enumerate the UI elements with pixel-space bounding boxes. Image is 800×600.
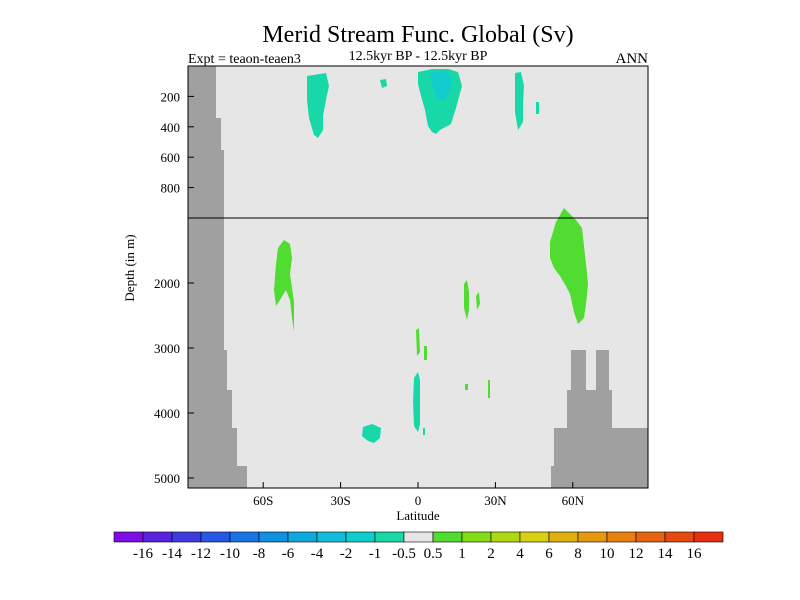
colorbar-label: -8: [253, 546, 266, 562]
colorbar-label: -0.5: [392, 546, 416, 562]
colorbar-label: -1: [369, 546, 382, 562]
colorbar-swatch: [345, 531, 376, 543]
region-deep-equator: [413, 372, 420, 432]
y-tick-label: 3000: [154, 341, 180, 356]
colorbar-swatch: [200, 531, 231, 543]
season-label: ANN: [616, 51, 649, 67]
colorbar-swatch: [606, 531, 637, 543]
colorbar-label: -14: [162, 546, 182, 562]
colorbar-swatch: [693, 531, 724, 543]
colorbar-label: 10: [600, 546, 615, 562]
colorbar-label: 4: [516, 546, 524, 562]
region-mid-55s: [274, 240, 294, 332]
region-deep-18n: [465, 384, 468, 390]
land-mask-south: [188, 66, 247, 488]
region-mid-22n: [476, 292, 480, 310]
x-ticks: 60S 30S 0 30N 60N: [253, 482, 585, 508]
region-upper-equator-core: [430, 71, 452, 101]
region-mid-60n: [550, 208, 588, 324]
x-axis: 60S 30S 0 30N 60N Latitude: [253, 482, 585, 523]
colorbar-swatch: [519, 531, 550, 543]
colorbar-swatch: [490, 531, 521, 543]
colorbar-swatch: [548, 531, 579, 543]
y-axis-label: Depth (in m): [122, 234, 137, 301]
x-tick-label: 60N: [562, 493, 585, 508]
y-tick-label: 800: [161, 181, 181, 196]
colorbar-label: 8: [574, 546, 582, 562]
region-upper-dot: [536, 102, 539, 114]
y-tick-label: 600: [161, 150, 181, 165]
colorbar-label: -4: [311, 546, 324, 562]
colorbar-swatch: [635, 531, 666, 543]
region-upper-small: [380, 79, 387, 88]
experiment-label: Expt = teaon-teaen3: [188, 52, 301, 67]
colorbar-swatch: [403, 531, 434, 543]
colorbar: -16 -14 -12 -10 -8 -6 -4 -2 -1 -0.5 0.5 1 2 4 6 8 10 12 14…: [113, 531, 724, 562]
y-tick-label: 5000: [154, 471, 180, 486]
colorbar-swatch: [577, 531, 608, 543]
region-deep-25n: [488, 380, 490, 398]
region-deep-eq-green: [416, 328, 420, 356]
colorbar-swatch: [171, 531, 202, 543]
colorbar-swatch: [258, 531, 289, 543]
y-tick-label: 400: [161, 120, 181, 135]
colorbar-label: -6: [282, 546, 295, 562]
region-upper-28n: [515, 72, 524, 130]
x-tick-label: 60S: [253, 493, 273, 508]
y-tick-label: 200: [161, 89, 181, 104]
region-deep-20s: [362, 424, 381, 443]
colorbar-swatch: [461, 531, 492, 543]
colorbar-label: -10: [220, 546, 240, 562]
colorbar-label: -12: [191, 546, 211, 562]
colorbar-swatch: [432, 531, 463, 543]
colorbar-swatch: [113, 531, 144, 543]
y-tick-label: 4000: [154, 406, 180, 421]
colorbar-label: 16: [687, 546, 703, 562]
colorbar-swatch: [664, 531, 695, 543]
colorbar-label: 12: [629, 546, 644, 562]
colorbar-label: 2: [487, 546, 495, 562]
region-mid-20n: [464, 280, 469, 320]
x-tick-label: 0: [415, 493, 422, 508]
region-deep-dot: [423, 428, 425, 435]
region-deep-eq-green2: [424, 346, 427, 360]
y-ticks-upper: 200 400 600 800: [161, 89, 194, 196]
land-mask-north: [551, 350, 648, 488]
colorbar-swatch: [374, 531, 405, 543]
colorbar-swatch: [316, 531, 347, 543]
region-upper-equator: [418, 69, 462, 134]
colorbar-label: 0.5: [424, 546, 443, 562]
colorbar-swatch: [287, 531, 318, 543]
y-tick-label: 2000: [154, 276, 180, 291]
y-axis: 200 400 600 800 2000 3000 4000 5000 Depth (in …: [122, 89, 194, 486]
period-label: 12.5kyr BP - 12.5kyr BP: [349, 49, 488, 64]
x-axis-label: Latitude: [396, 508, 440, 523]
colorbar-label: 1: [458, 546, 466, 562]
colorbar-label: 6: [545, 546, 553, 562]
x-tick-label: 30N: [484, 493, 507, 508]
region-upper-35s: [307, 73, 329, 138]
colorbar-swatch: [229, 531, 260, 543]
colorbar-label: 14: [658, 546, 674, 562]
chart-title: Merid Stream Func. Global (Sv): [262, 22, 573, 48]
plot-area: [187, 65, 649, 489]
colorbar-label: -16: [133, 546, 153, 562]
colorbar-swatch: [142, 531, 173, 543]
x-tick-label: 30S: [330, 493, 350, 508]
y-ticks-lower: 2000 3000 4000 5000: [154, 276, 194, 486]
colorbar-label: -2: [340, 546, 353, 562]
